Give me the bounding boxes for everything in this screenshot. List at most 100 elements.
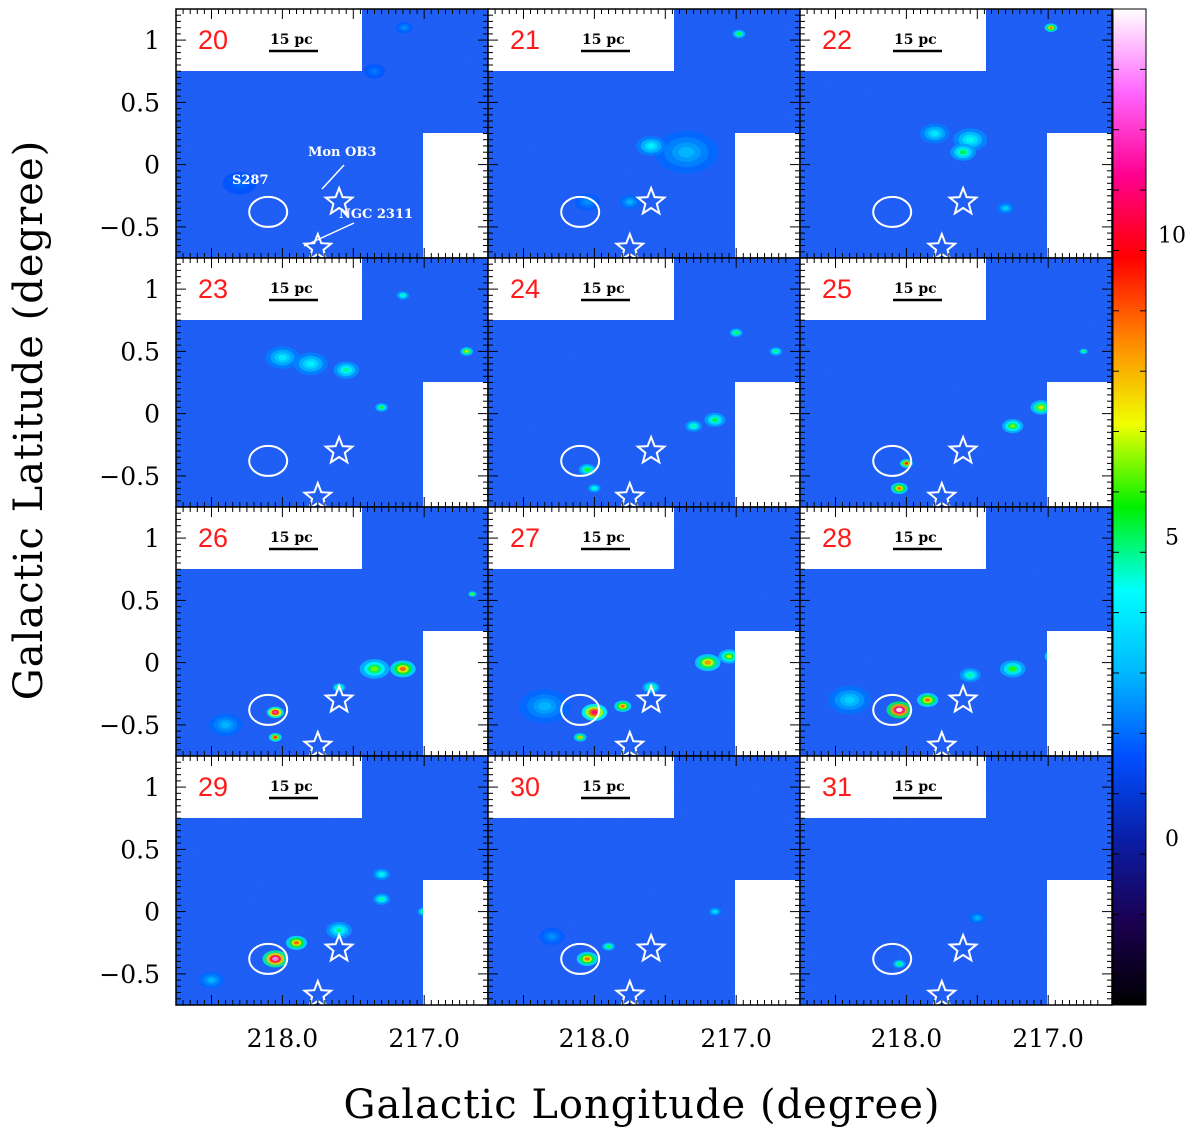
y-tick-label: 0 — [144, 898, 160, 927]
panel-image — [800, 507, 1112, 756]
y-tick-label: 1 — [144, 773, 160, 802]
velocity-channel-label: 26 — [198, 523, 228, 553]
blank-region-top — [488, 9, 674, 71]
channel-panel-27: 27 15 pc — [487, 506, 801, 757]
emission-clump-2-level-3 — [235, 180, 245, 187]
emission-clump-2-level-3 — [343, 368, 350, 373]
velocity-channel-label: 31 — [822, 772, 852, 802]
scale-bar-label: 15 pc — [270, 32, 313, 48]
region-ellipse-marker — [248, 444, 289, 477]
emission-clump-4-level-3 — [578, 736, 582, 739]
region-ellipse-marker — [872, 693, 913, 726]
colorbar-bar — [1112, 8, 1147, 1006]
panel-image — [488, 756, 800, 1005]
y-tick-label: −0.5 — [99, 213, 160, 242]
emission-clump-5-level-3 — [401, 294, 405, 297]
emission-clump-6-level-3 — [538, 701, 552, 711]
channel-panel-20: S287 Mon OB3 NGC 2311 20 15 pc — [175, 8, 489, 259]
velocity-channel-label: 29 — [198, 772, 228, 802]
channel-panel-30: 30 15 pc — [487, 755, 801, 1006]
region-ellipse-marker — [872, 444, 913, 477]
emission-clump-4-level-3 — [734, 331, 738, 334]
blank-region-right — [1047, 880, 1112, 1005]
emission-clump-1-level-3 — [975, 916, 980, 920]
panel-image — [176, 507, 488, 756]
channel-panel-23: 23 15 pc — [175, 257, 489, 508]
annotation-mon-ob3: Mon OB3 — [308, 145, 376, 160]
panel-ticks — [488, 756, 800, 1005]
star-marker-0 — [323, 932, 356, 963]
emission-clump-2-level-3 — [1009, 666, 1016, 672]
blank-region-right — [423, 382, 488, 507]
emission-clump-5-level-3 — [774, 350, 778, 353]
emission-clump-1-level-3 — [293, 941, 300, 945]
panel-image — [488, 9, 800, 258]
emission-clump-0-level-3 — [278, 354, 287, 361]
star-marker-0 — [635, 932, 668, 963]
panel-image: S287 Mon OB3 NGC 2311 — [176, 9, 488, 258]
panel-ticks — [800, 756, 1112, 1005]
star-marker-0 — [323, 434, 356, 465]
emission-clump-3-level-3 — [897, 486, 902, 490]
emission-clump-4-level-3 — [1082, 350, 1085, 353]
scale-bar-label: 15 pc — [582, 32, 625, 48]
emission-clump-3-level-3 — [379, 897, 384, 901]
channel-panel-25: 25 15 pc — [799, 257, 1113, 508]
colorbar-tick-label: 5 — [1165, 525, 1179, 550]
panel-image — [488, 258, 800, 507]
scale-bar-label: 15 pc — [270, 281, 313, 297]
emission-clump-0-level-3 — [402, 26, 407, 30]
emission-clump-3-level-3 — [627, 200, 633, 204]
panel-image — [176, 258, 488, 507]
velocity-channel-label: 27 — [510, 523, 540, 553]
region-ellipse-marker — [560, 693, 601, 726]
star-marker-0 — [635, 683, 668, 714]
star-marker-0 — [947, 185, 980, 216]
scale-bar-label: 15 pc — [582, 779, 625, 795]
emission-clump-0-level-3 — [591, 710, 598, 715]
y-tick-label: −0.5 — [99, 711, 160, 740]
channel-panel-24: 24 15 pc — [487, 257, 801, 508]
colorbar: 0 5 10 — [1112, 8, 1186, 1006]
scale-bar-label: 15 pc — [894, 530, 937, 546]
emission-clump-7-level-3 — [208, 978, 215, 983]
emission-clump-0-level-3 — [931, 131, 939, 136]
blank-region-top — [176, 9, 362, 71]
star-marker-0 — [323, 683, 356, 714]
region-ellipse-marker — [872, 195, 913, 228]
emission-clump-3-level-3 — [380, 406, 384, 409]
annotation-s287: S287 — [232, 173, 269, 188]
region-ellipse-marker — [248, 195, 289, 228]
panel-image — [800, 9, 1112, 258]
scale-bar-label: 15 pc — [894, 32, 937, 48]
emission-clump-1-level-3 — [399, 666, 407, 672]
x-tick-label: 217.0 — [700, 1024, 772, 1053]
panel-ticks — [800, 507, 1112, 756]
emission-clump-4-level-3 — [844, 696, 855, 704]
x-tick-label: 217.0 — [1012, 1024, 1084, 1053]
region-ellipse-marker — [560, 942, 601, 975]
blank-region-right — [423, 133, 488, 258]
y-tick-label: 0.5 — [120, 835, 160, 864]
emission-clump-1-level-3 — [606, 945, 611, 948]
emission-clump-1-level-3 — [712, 418, 718, 422]
y-tick-label: 0 — [144, 649, 160, 678]
panel-ticks — [176, 9, 488, 258]
region-ellipse-marker — [248, 693, 289, 726]
panel-image — [800, 258, 1112, 507]
panel-ticks — [176, 756, 488, 1005]
panel-image — [176, 756, 488, 1005]
emission-clump-1-level-3 — [371, 69, 378, 74]
emission-clump-6-level-3 — [471, 593, 474, 595]
y-tick-label: −0.5 — [99, 462, 160, 491]
blank-region-top — [176, 258, 362, 320]
emission-clump-0-level-3 — [1010, 424, 1016, 428]
scale-bar-label: 15 pc — [894, 779, 937, 795]
star-marker-0 — [947, 434, 980, 465]
velocity-channel-label: 22 — [822, 25, 852, 55]
blank-region-top — [800, 756, 986, 818]
x-tick-label: 218.0 — [559, 1024, 631, 1053]
blank-region-right — [423, 631, 488, 756]
y-tick-label: −0.5 — [99, 960, 160, 989]
emission-clump-1-level-3 — [924, 698, 931, 702]
